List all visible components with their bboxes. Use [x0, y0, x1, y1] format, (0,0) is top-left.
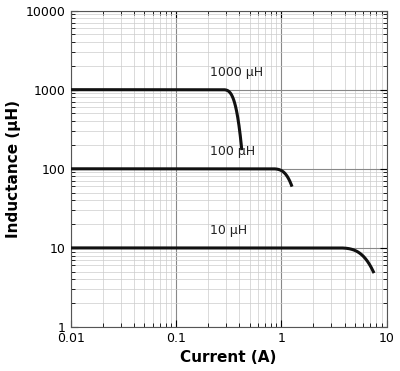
Y-axis label: Inductance (μH): Inductance (μH): [6, 100, 20, 238]
Text: 1000 μH: 1000 μH: [210, 66, 263, 79]
Text: 100 μH: 100 μH: [210, 145, 255, 158]
Text: 10 μH: 10 μH: [210, 224, 247, 237]
X-axis label: Current (A): Current (A): [180, 351, 277, 365]
